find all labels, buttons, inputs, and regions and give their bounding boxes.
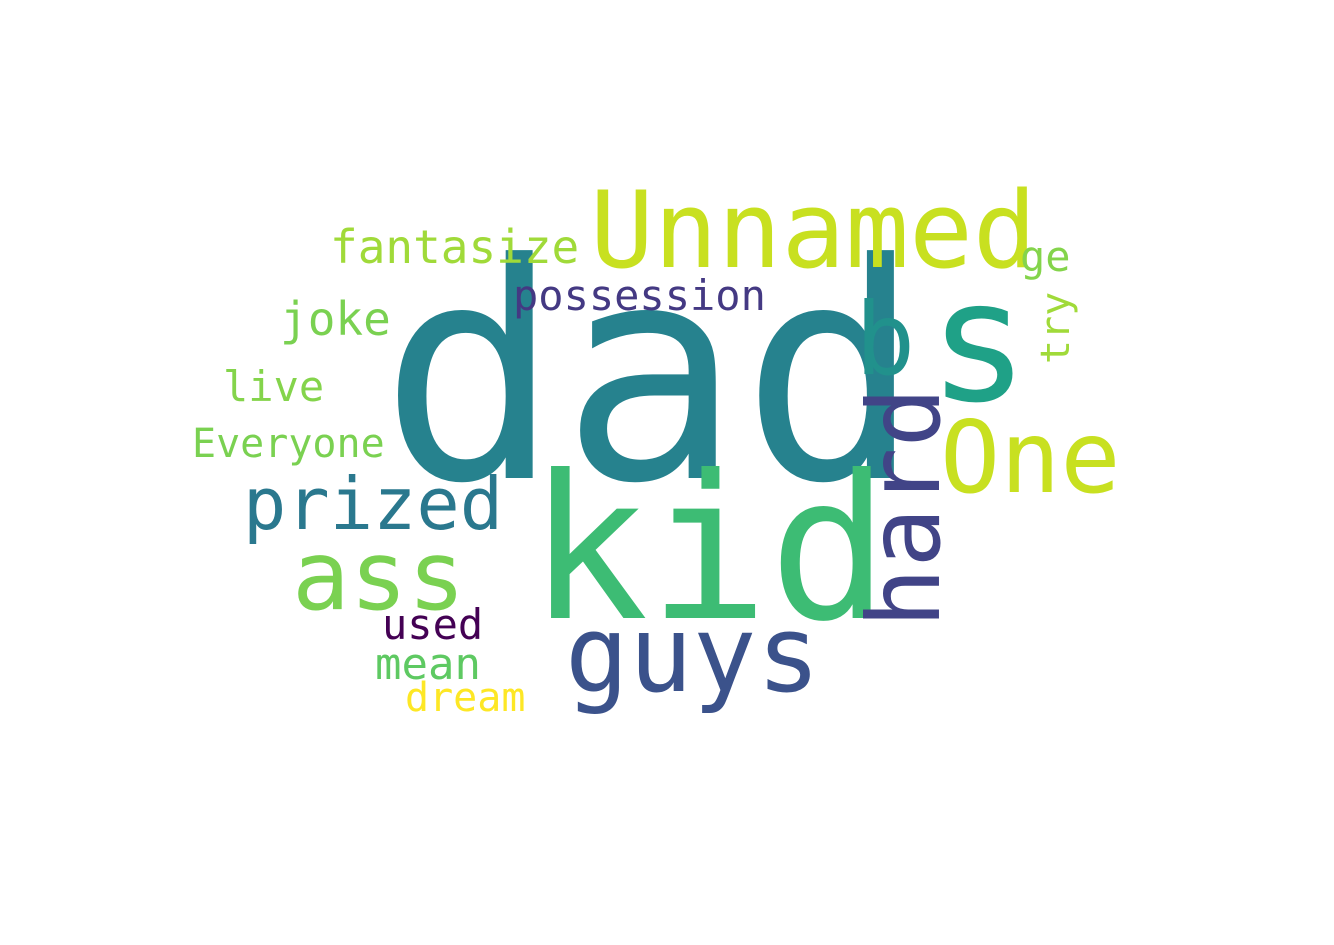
word-s: s <box>928 244 1030 440</box>
word-b: b <box>855 281 916 398</box>
word-kid: kid <box>528 433 890 666</box>
word-unnamed: Unnamed <box>590 169 1037 292</box>
word-dad: dad <box>380 200 922 549</box>
word-used: used <box>382 600 484 649</box>
word-ge: ge <box>1020 232 1071 281</box>
word-hard: hard <box>846 387 963 628</box>
word-joke: joke <box>280 292 391 346</box>
word-mean: mean <box>375 639 481 690</box>
word-fantasize: fantasize <box>330 220 580 274</box>
word-try: try <box>1033 291 1079 364</box>
word-possession: possession <box>513 271 766 320</box>
word-ass: ass <box>292 520 466 632</box>
word-prized: prized <box>243 462 504 546</box>
word-dream: dream <box>405 675 526 721</box>
word-live: live <box>223 362 325 411</box>
word-one: One <box>940 399 1121 516</box>
word-everyone: Everyone <box>192 421 385 467</box>
word-guys: guys <box>565 593 821 716</box>
